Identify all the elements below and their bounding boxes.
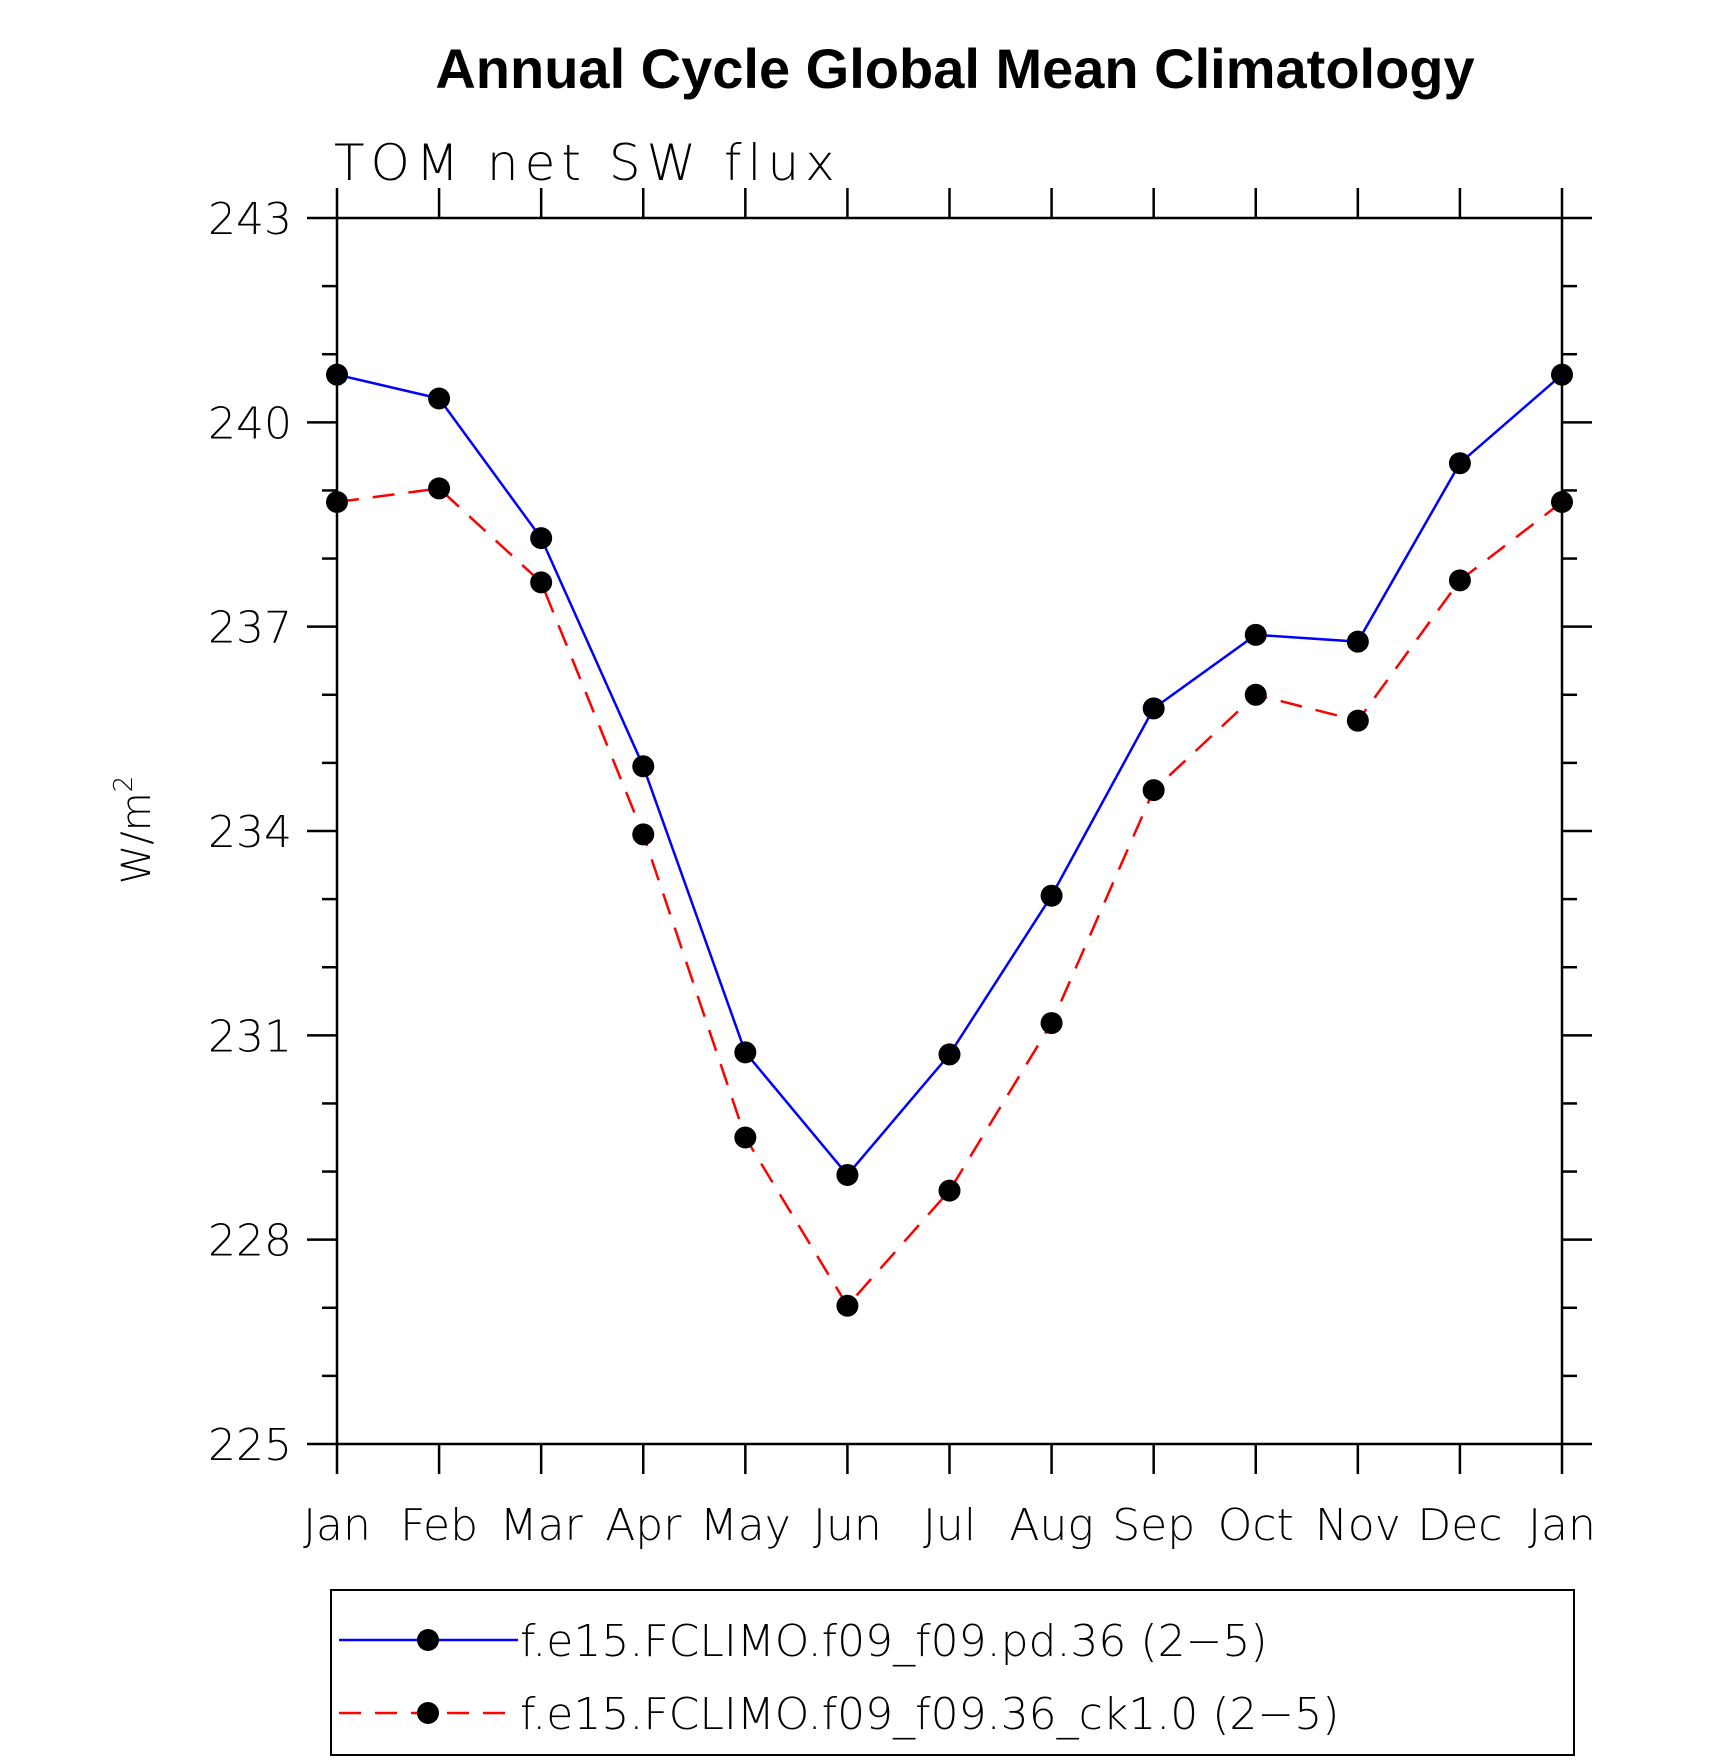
data-point	[326, 491, 348, 514]
x-tick-label: Aug	[1009, 1500, 1093, 1551]
data-point	[1346, 630, 1369, 653]
x-tick-label: May	[700, 1500, 791, 1551]
data-point	[1142, 779, 1165, 802]
y-axis-ticks	[307, 216, 1592, 1446]
data-point	[530, 527, 553, 550]
data-point	[938, 1043, 961, 1066]
y-tick-label: 234	[208, 807, 292, 858]
y-tick-label: 237	[208, 603, 292, 654]
legend-label-2: f.e15.FCLIMO.f09_f09.36_ck1.0 (2−5)	[520, 1689, 1339, 1740]
x-tick-label: Dec	[1417, 1500, 1502, 1551]
legend-label-1: f.e15.FCLIMO.f09_f09.pd.36 (2−5)	[520, 1616, 1268, 1667]
x-tick-label: Jan	[1528, 1500, 1596, 1551]
x-tick-label: Jun	[813, 1500, 882, 1551]
legend-marker	[417, 1702, 439, 1724]
data-point	[1448, 452, 1471, 475]
data-point	[1551, 363, 1573, 386]
y-tick-label: 225	[208, 1420, 292, 1471]
x-tick-label: Nov	[1315, 1500, 1401, 1551]
data-point	[938, 1179, 961, 1202]
data-point	[836, 1294, 859, 1317]
y-axis-label-superscript: 2	[109, 776, 139, 793]
data-point	[1244, 683, 1267, 706]
y-tick-label: 243	[208, 194, 292, 245]
series-2	[326, 477, 1573, 1317]
data-point	[428, 477, 451, 500]
data-point	[734, 1041, 757, 1064]
data-point	[1142, 697, 1165, 720]
x-tick-label: Sep	[1112, 1500, 1195, 1551]
data-point	[1448, 569, 1471, 592]
x-tick-label: Jul	[923, 1500, 976, 1551]
data-point	[1551, 491, 1573, 514]
x-tick-label: Mar	[500, 1500, 584, 1551]
x-axis-tick-labels: Jan Feb Mar Apr May Jun Jul Aug Sep Oct Nov Dec Jan	[303, 1500, 1596, 1551]
x-tick-label: Apr	[605, 1500, 682, 1551]
data-point	[428, 387, 451, 410]
chart-subtitle: TOM net SW flux	[334, 134, 841, 192]
data-point	[1040, 1012, 1063, 1035]
legend: f.e15.FCLIMO.f09_f09.pd.36 (2−5) f.e15.FC…	[339, 1616, 1339, 1740]
series-group	[326, 363, 1573, 1317]
data-point	[632, 823, 655, 846]
x-tick-label: Feb	[400, 1500, 478, 1551]
y-axis-tick-labels: 225 228 231 234 237 240 243	[208, 194, 292, 1471]
y-tick-label: 228	[208, 1216, 292, 1267]
x-tick-label: Jan	[303, 1500, 371, 1551]
data-point	[1244, 623, 1267, 646]
y-axis-label-text: W/m	[114, 792, 160, 884]
x-axis-ticks	[335, 188, 1564, 1474]
y-tick-label: 240	[208, 398, 292, 449]
x-tick-label: Oct	[1218, 1500, 1294, 1551]
data-point	[836, 1163, 859, 1186]
legend-marker	[417, 1629, 439, 1651]
y-axis-label: W/m2	[109, 776, 160, 885]
data-point	[1040, 884, 1063, 907]
plot-frame	[335, 216, 1564, 1446]
data-point	[530, 571, 553, 594]
data-point	[326, 363, 348, 386]
data-point	[632, 755, 655, 778]
plot-border	[335, 216, 1564, 1446]
data-point	[734, 1126, 757, 1149]
chart-title: Annual Cycle Global Mean Climatology	[435, 37, 1474, 100]
y-tick-label: 231	[208, 1011, 292, 1062]
series-1	[326, 363, 1573, 1186]
data-point	[1346, 709, 1369, 732]
legend-box	[330, 1589, 1575, 1756]
